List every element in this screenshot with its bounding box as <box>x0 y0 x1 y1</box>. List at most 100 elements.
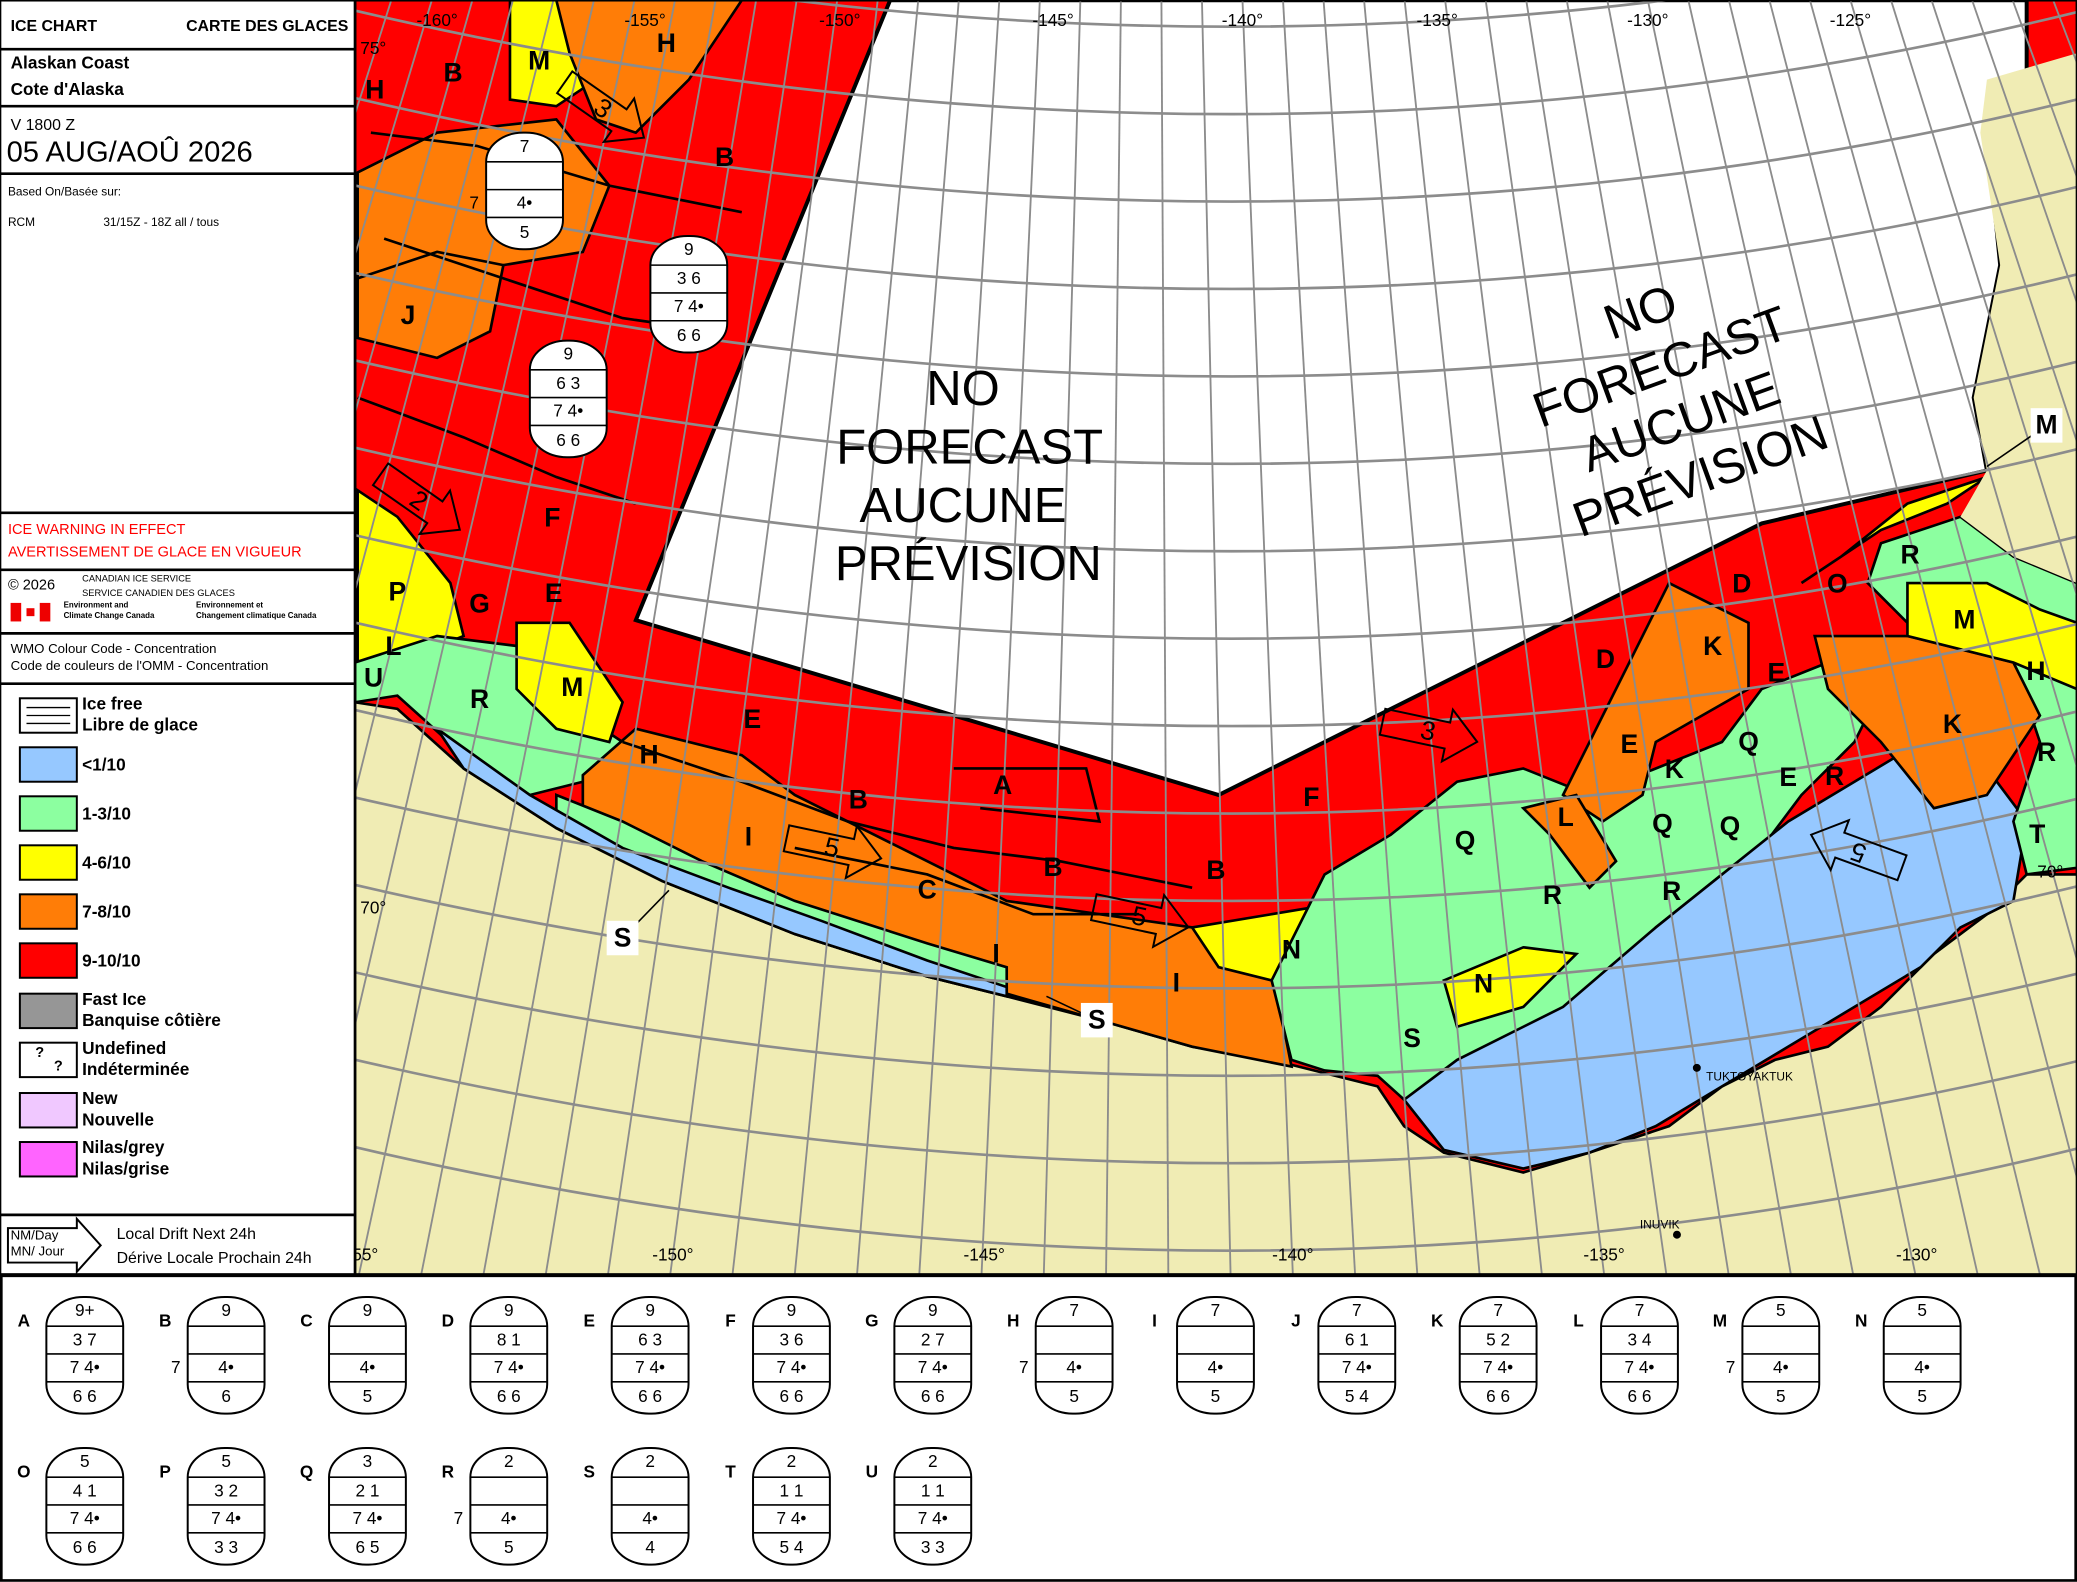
egg-letter: I <box>1152 1311 1157 1331</box>
zone-label: A <box>993 770 1012 800</box>
ice-warning: ICE WARNING IN EFFECT <box>8 522 186 538</box>
drift-arrow-shape <box>1809 818 1908 882</box>
meridian <box>358 0 636 1275</box>
egg-partial: 1 1 <box>779 1480 803 1500</box>
egg-letter: A <box>18 1311 30 1331</box>
longitude-label: -135° <box>1417 10 1458 30</box>
zone-label: R <box>1825 761 1844 791</box>
based-on: Based On/Basée sur: <box>8 184 121 198</box>
zone-label: D <box>1596 644 1615 674</box>
place-dot <box>1692 1063 1701 1072</box>
zone-label: T <box>2029 819 2045 849</box>
egg-stage: 7 4• <box>1483 1357 1513 1377</box>
chart-title: ICE CHART <box>11 18 98 35</box>
place-dot <box>1672 1230 1681 1239</box>
ice-zone <box>1906 581 2077 691</box>
egg-left: 7 <box>454 1508 464 1528</box>
zone-label: K <box>1665 754 1684 784</box>
department: Climate Change Canada <box>64 611 155 620</box>
legend-label: <1/10 <box>82 754 126 774</box>
egg-letter: G <box>865 1311 878 1331</box>
egg-letter: K <box>1431 1311 1444 1331</box>
drift-speed: 5 <box>1129 900 1150 932</box>
zone-label: L <box>1558 802 1574 832</box>
egg-total: 9 <box>504 1300 514 1320</box>
meridian <box>1363 0 1481 1275</box>
zone-label: I <box>992 938 999 968</box>
longitude-label: -135° <box>1583 1244 1624 1264</box>
egg-stage: 7 4• <box>1342 1357 1372 1377</box>
longitude-label: -125° <box>1830 10 1871 30</box>
egg-total: 5 <box>221 1451 231 1471</box>
meridian <box>1809 0 2077 964</box>
egg-total: 9 <box>928 1300 938 1320</box>
zone-label: O <box>1827 569 1848 599</box>
egg-form: 6 6 <box>497 1386 521 1406</box>
drift-unit: MN/ Jour <box>11 1243 65 1258</box>
ice-boundary <box>622 740 1193 889</box>
egg-partial: 2 1 <box>355 1480 379 1500</box>
egg-form: 6 6 <box>638 1386 662 1406</box>
egg-form: 5 <box>1776 1386 1786 1406</box>
legend-title: WMO Colour Code - Concentration <box>11 641 217 656</box>
egg-letter: D <box>442 1311 454 1331</box>
department: Changement climatique Canada <box>196 611 317 620</box>
zone-label: E <box>1620 729 1638 759</box>
parallel <box>354 271 2077 378</box>
egg-form: 4 <box>645 1537 655 1557</box>
egg-left: 7 <box>469 193 479 213</box>
drift-text: Dérive Locale Prochain 24h <box>117 1250 312 1267</box>
zone-label: Q <box>1720 811 1741 841</box>
egg-left: 7 <box>1019 1357 1029 1377</box>
longitude-label: -140° <box>1222 10 1263 30</box>
egg-stage: 7 4• <box>918 1508 948 1528</box>
zone-label: N <box>1282 934 1301 964</box>
zone-label: B <box>1044 852 1063 882</box>
zone-label: B <box>715 142 734 172</box>
legend-swatch <box>18 795 78 832</box>
legend-swatch <box>18 893 78 930</box>
egg-form: 5 <box>520 222 530 242</box>
zone-label: B <box>849 785 868 815</box>
egg-total: 9 <box>787 1300 797 1320</box>
legend-swatch <box>18 1092 78 1129</box>
longitude-label: -145° <box>1032 10 1073 30</box>
legend-label: Ice free <box>82 693 142 713</box>
drift-arrow-shape <box>371 462 462 536</box>
egg-total: 5 <box>1917 1300 1927 1320</box>
egg-form: 5 4 <box>779 1537 803 1557</box>
egg-form: 5 <box>363 1386 373 1406</box>
zone-label: R <box>1662 876 1681 906</box>
egg-stage: 4• <box>218 1357 234 1377</box>
egg-form: 6 6 <box>779 1386 803 1406</box>
longitude-label: -150° <box>819 10 860 30</box>
agency: SERVICE CANADIEN DES GLACES <box>82 588 235 598</box>
egg-letter: S <box>583 1462 595 1482</box>
egg-form: 6 <box>221 1386 231 1406</box>
zone-label: J <box>401 300 416 330</box>
meridian <box>1565 0 1792 1275</box>
legend-label: 1-3/10 <box>82 803 131 823</box>
latitude-label: 70° <box>2037 862 2063 882</box>
zone-label: H <box>365 75 384 105</box>
zone-label: G <box>469 589 490 619</box>
meridian <box>856 0 960 1275</box>
legend-label: 7-8/10 <box>82 901 131 921</box>
egg-stage: 7 4• <box>494 1357 524 1377</box>
parallel <box>354 621 2077 728</box>
drift-unit: NM/Day <box>11 1228 59 1243</box>
egg-stage: 7 4• <box>70 1357 100 1377</box>
egg-partial: 3 6 <box>677 268 701 288</box>
parallel <box>354 446 2077 553</box>
legend-swatch <box>18 844 78 881</box>
egg-stage: 4• <box>1208 1357 1224 1377</box>
meridian <box>420 0 676 1275</box>
parallel <box>354 96 2077 203</box>
region-name: Cote d'Alaska <box>11 79 125 99</box>
callout-box <box>1080 1002 1113 1038</box>
map <box>354 0 2077 1275</box>
zone-label: F <box>544 502 560 532</box>
meridian <box>1042 0 1082 1275</box>
